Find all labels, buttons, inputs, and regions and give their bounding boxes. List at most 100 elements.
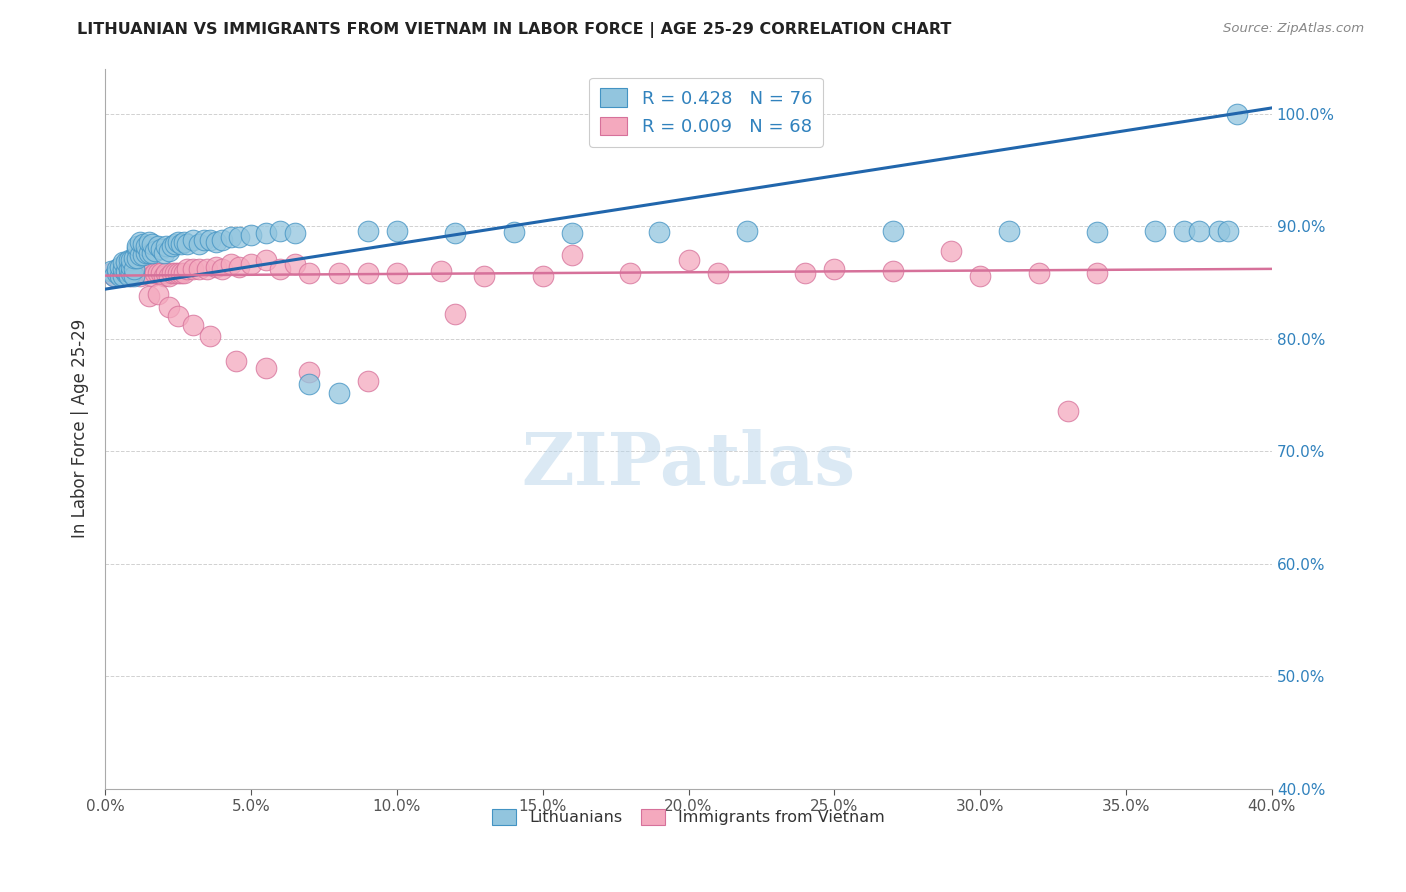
Point: [155, 239, 177, 253]
Point: [444, 307, 467, 321]
Point: [193, 233, 215, 247]
Point: [269, 224, 291, 238]
Point: [111, 268, 134, 283]
Point: [129, 268, 152, 283]
Point: [165, 266, 187, 280]
Point: [114, 255, 136, 269]
Point: [187, 237, 209, 252]
Point: [211, 261, 233, 276]
Point: [105, 266, 128, 280]
Point: [357, 375, 380, 389]
Point: [114, 266, 136, 280]
Point: [135, 239, 157, 253]
Point: [211, 233, 233, 247]
Point: [1208, 224, 1230, 238]
Point: [998, 224, 1021, 238]
Point: [195, 261, 218, 276]
Text: LITHUANIAN VS IMMIGRANTS FROM VIETNAM IN LABOR FORCE | AGE 25-29 CORRELATION CHA: LITHUANIAN VS IMMIGRANTS FROM VIETNAM IN…: [77, 22, 952, 38]
Point: [205, 235, 228, 249]
Point: [176, 261, 198, 276]
Point: [157, 268, 180, 283]
Point: [121, 252, 143, 267]
Point: [111, 268, 134, 283]
Point: [240, 257, 263, 271]
Point: [1085, 225, 1108, 239]
Point: [127, 242, 149, 256]
Point: [882, 264, 904, 278]
Point: [167, 235, 190, 249]
Point: [284, 257, 307, 271]
Point: [882, 224, 904, 238]
Point: [124, 268, 146, 283]
Point: [143, 266, 166, 280]
Point: [157, 244, 180, 258]
Point: [823, 261, 845, 276]
Point: [121, 260, 143, 274]
Point: [121, 268, 143, 283]
Point: [502, 225, 524, 239]
Point: [138, 246, 160, 260]
Point: [254, 226, 277, 240]
Point: [1226, 106, 1249, 120]
Point: [141, 268, 163, 283]
Point: [173, 235, 195, 249]
Point: [939, 244, 962, 258]
Point: [108, 266, 131, 280]
Point: [187, 261, 209, 276]
Point: [328, 266, 350, 280]
Point: [152, 268, 174, 283]
Point: [117, 266, 139, 280]
Point: [127, 239, 149, 253]
Point: [114, 264, 136, 278]
Point: [969, 268, 991, 283]
Point: [1218, 224, 1240, 238]
Y-axis label: In Labor Force | Age 25-29: In Labor Force | Age 25-29: [72, 319, 89, 538]
Point: [138, 235, 160, 249]
Point: [444, 226, 467, 240]
Point: [176, 237, 198, 252]
Point: [298, 366, 321, 380]
Point: [228, 260, 250, 274]
Point: [1173, 224, 1195, 238]
Point: [127, 266, 149, 280]
Point: [181, 318, 204, 333]
Point: [357, 224, 380, 238]
Point: [706, 266, 728, 280]
Point: [105, 261, 128, 276]
Point: [181, 233, 204, 247]
Text: ZIPatlas: ZIPatlas: [522, 429, 856, 500]
Point: [124, 261, 146, 276]
Point: [100, 264, 122, 278]
Point: [357, 266, 380, 280]
Point: [254, 360, 277, 375]
Point: [284, 226, 307, 240]
Point: [561, 248, 583, 262]
Point: [149, 266, 172, 280]
Point: [135, 246, 157, 260]
Point: [138, 289, 160, 303]
Point: [138, 266, 160, 280]
Point: [111, 261, 134, 276]
Point: [108, 260, 131, 274]
Text: Source: ZipAtlas.com: Source: ZipAtlas.com: [1223, 22, 1364, 36]
Point: [228, 230, 250, 244]
Point: [385, 224, 408, 238]
Point: [162, 266, 184, 280]
Legend: Lithuanians, Immigrants from Vietnam: Lithuanians, Immigrants from Vietnam: [482, 799, 894, 835]
Point: [146, 266, 169, 280]
Point: [298, 376, 321, 391]
Point: [619, 266, 641, 280]
Point: [561, 226, 583, 240]
Point: [167, 309, 190, 323]
Point: [121, 266, 143, 280]
Point: [143, 244, 166, 258]
Point: [735, 224, 758, 238]
Point: [114, 266, 136, 280]
Point: [132, 237, 155, 252]
Point: [170, 266, 193, 280]
Point: [429, 264, 451, 278]
Point: [219, 230, 242, 244]
Point: [141, 246, 163, 260]
Point: [200, 233, 222, 247]
Point: [269, 261, 291, 276]
